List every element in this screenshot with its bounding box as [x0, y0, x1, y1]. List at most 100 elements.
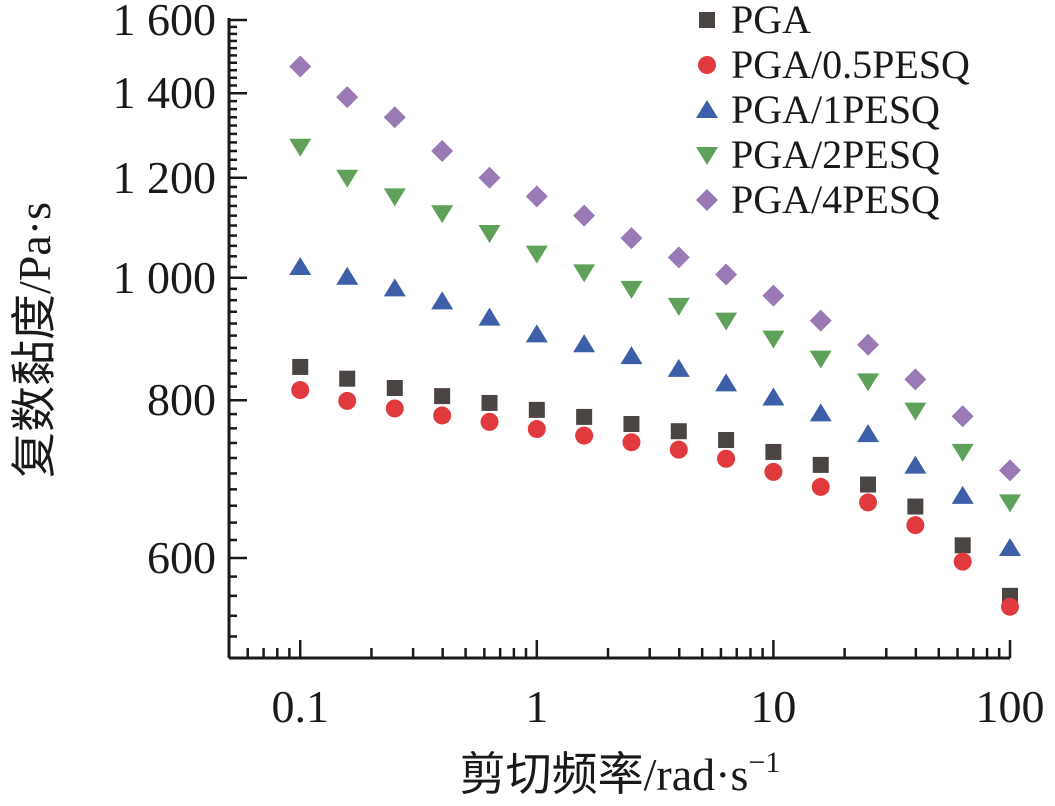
- data-point: [951, 485, 974, 504]
- series-pga-4pesq: [289, 55, 1021, 482]
- data-point: [715, 312, 738, 331]
- data-point: [1001, 597, 1019, 616]
- legend-label: PGA: [731, 0, 811, 42]
- legend-label: PGA/2PESQ: [731, 132, 940, 177]
- data-point: [431, 291, 454, 310]
- data-point: [525, 185, 548, 208]
- data-point: [478, 307, 501, 326]
- legend-marker: [696, 100, 718, 118]
- data-point: [667, 246, 690, 269]
- data-point: [764, 462, 783, 481]
- data-point: [857, 424, 880, 443]
- data-point: [718, 432, 735, 449]
- legend-marker: [699, 12, 715, 28]
- x-tick-label: 1: [525, 681, 548, 732]
- data-point: [336, 169, 359, 188]
- data-point: [383, 106, 406, 129]
- data-point: [811, 477, 830, 496]
- data-point: [338, 391, 357, 410]
- data-point: [289, 55, 312, 78]
- data-points: [289, 55, 1021, 616]
- data-point: [528, 401, 545, 418]
- data-point: [289, 138, 312, 157]
- data-point: [904, 368, 927, 391]
- x-axis-title-superscript: −1: [748, 746, 780, 779]
- data-point: [857, 333, 880, 356]
- legend-marker: [696, 147, 718, 165]
- data-point: [809, 350, 832, 369]
- data-point: [762, 284, 785, 307]
- data-point: [385, 399, 404, 418]
- y-tick-label: 1 200: [113, 152, 217, 203]
- legend: PGAPGA/0.5PESQPGA/1PESQPGA/2PESQPGA/4PES…: [696, 0, 970, 222]
- data-point: [478, 166, 501, 189]
- y-axis-title: 复数黏度/Pa·s: [9, 202, 60, 478]
- legend-label: PGA/0.5PESQ: [731, 42, 970, 87]
- data-point: [289, 256, 312, 275]
- data-point: [951, 405, 974, 428]
- y-tick-label: 1 000: [113, 252, 217, 303]
- data-point: [860, 476, 877, 493]
- data-point: [670, 423, 687, 440]
- legend-marker: [696, 189, 718, 211]
- data-point: [907, 498, 924, 515]
- y-tick-label: 1 600: [113, 0, 217, 45]
- data-point: [859, 493, 878, 512]
- data-point: [527, 420, 546, 439]
- data-point: [383, 278, 406, 297]
- data-point: [669, 440, 688, 459]
- data-point: [481, 394, 498, 411]
- y-tick-label: 800: [147, 374, 216, 425]
- y-tick-label: 600: [147, 532, 216, 583]
- data-point: [573, 264, 596, 283]
- data-point: [336, 266, 359, 285]
- data-point: [809, 309, 832, 332]
- data-point: [717, 449, 736, 468]
- data-point: [386, 379, 403, 396]
- data-point: [954, 537, 971, 554]
- data-point: [906, 516, 925, 535]
- data-point: [525, 324, 548, 343]
- x-tick-label: 0.1: [271, 681, 329, 732]
- data-point: [667, 358, 690, 377]
- data-point: [715, 263, 738, 286]
- data-point: [336, 86, 359, 109]
- data-point: [762, 387, 785, 406]
- data-point: [573, 204, 596, 227]
- data-point: [431, 205, 454, 224]
- data-point: [999, 494, 1021, 513]
- data-point: [291, 381, 310, 400]
- tick-labels: 0.1 1 10 100 600 800 1 000 1 200 1 400 1 600: [113, 0, 1045, 732]
- data-point: [623, 416, 640, 433]
- legend-label: PGA/1PESQ: [731, 87, 940, 132]
- data-point: [667, 297, 690, 316]
- data-point: [857, 373, 880, 392]
- legend-label: PGA/4PESQ: [731, 177, 940, 222]
- data-point: [478, 225, 501, 244]
- data-point: [762, 330, 785, 349]
- data-point: [953, 552, 972, 571]
- data-point: [431, 140, 454, 163]
- data-point: [480, 412, 499, 431]
- series-pga-1pesq: [289, 256, 1021, 557]
- data-point: [765, 443, 782, 460]
- data-point: [904, 455, 927, 474]
- data-point: [434, 388, 451, 405]
- data-point: [622, 433, 641, 452]
- x-tick-label: 100: [976, 681, 1045, 732]
- series-pga: [292, 358, 1018, 604]
- data-point: [339, 370, 356, 387]
- data-point: [812, 456, 829, 473]
- data-point: [951, 443, 974, 462]
- series-pga-0-5pesq: [291, 381, 1019, 616]
- x-tick-label: 10: [750, 681, 796, 732]
- data-point: [999, 459, 1021, 482]
- data-point: [715, 373, 738, 392]
- data-point: [576, 408, 593, 425]
- data-point: [620, 227, 643, 250]
- data-point: [999, 538, 1021, 557]
- data-point: [573, 334, 596, 353]
- data-point: [620, 346, 643, 365]
- data-point: [904, 402, 927, 421]
